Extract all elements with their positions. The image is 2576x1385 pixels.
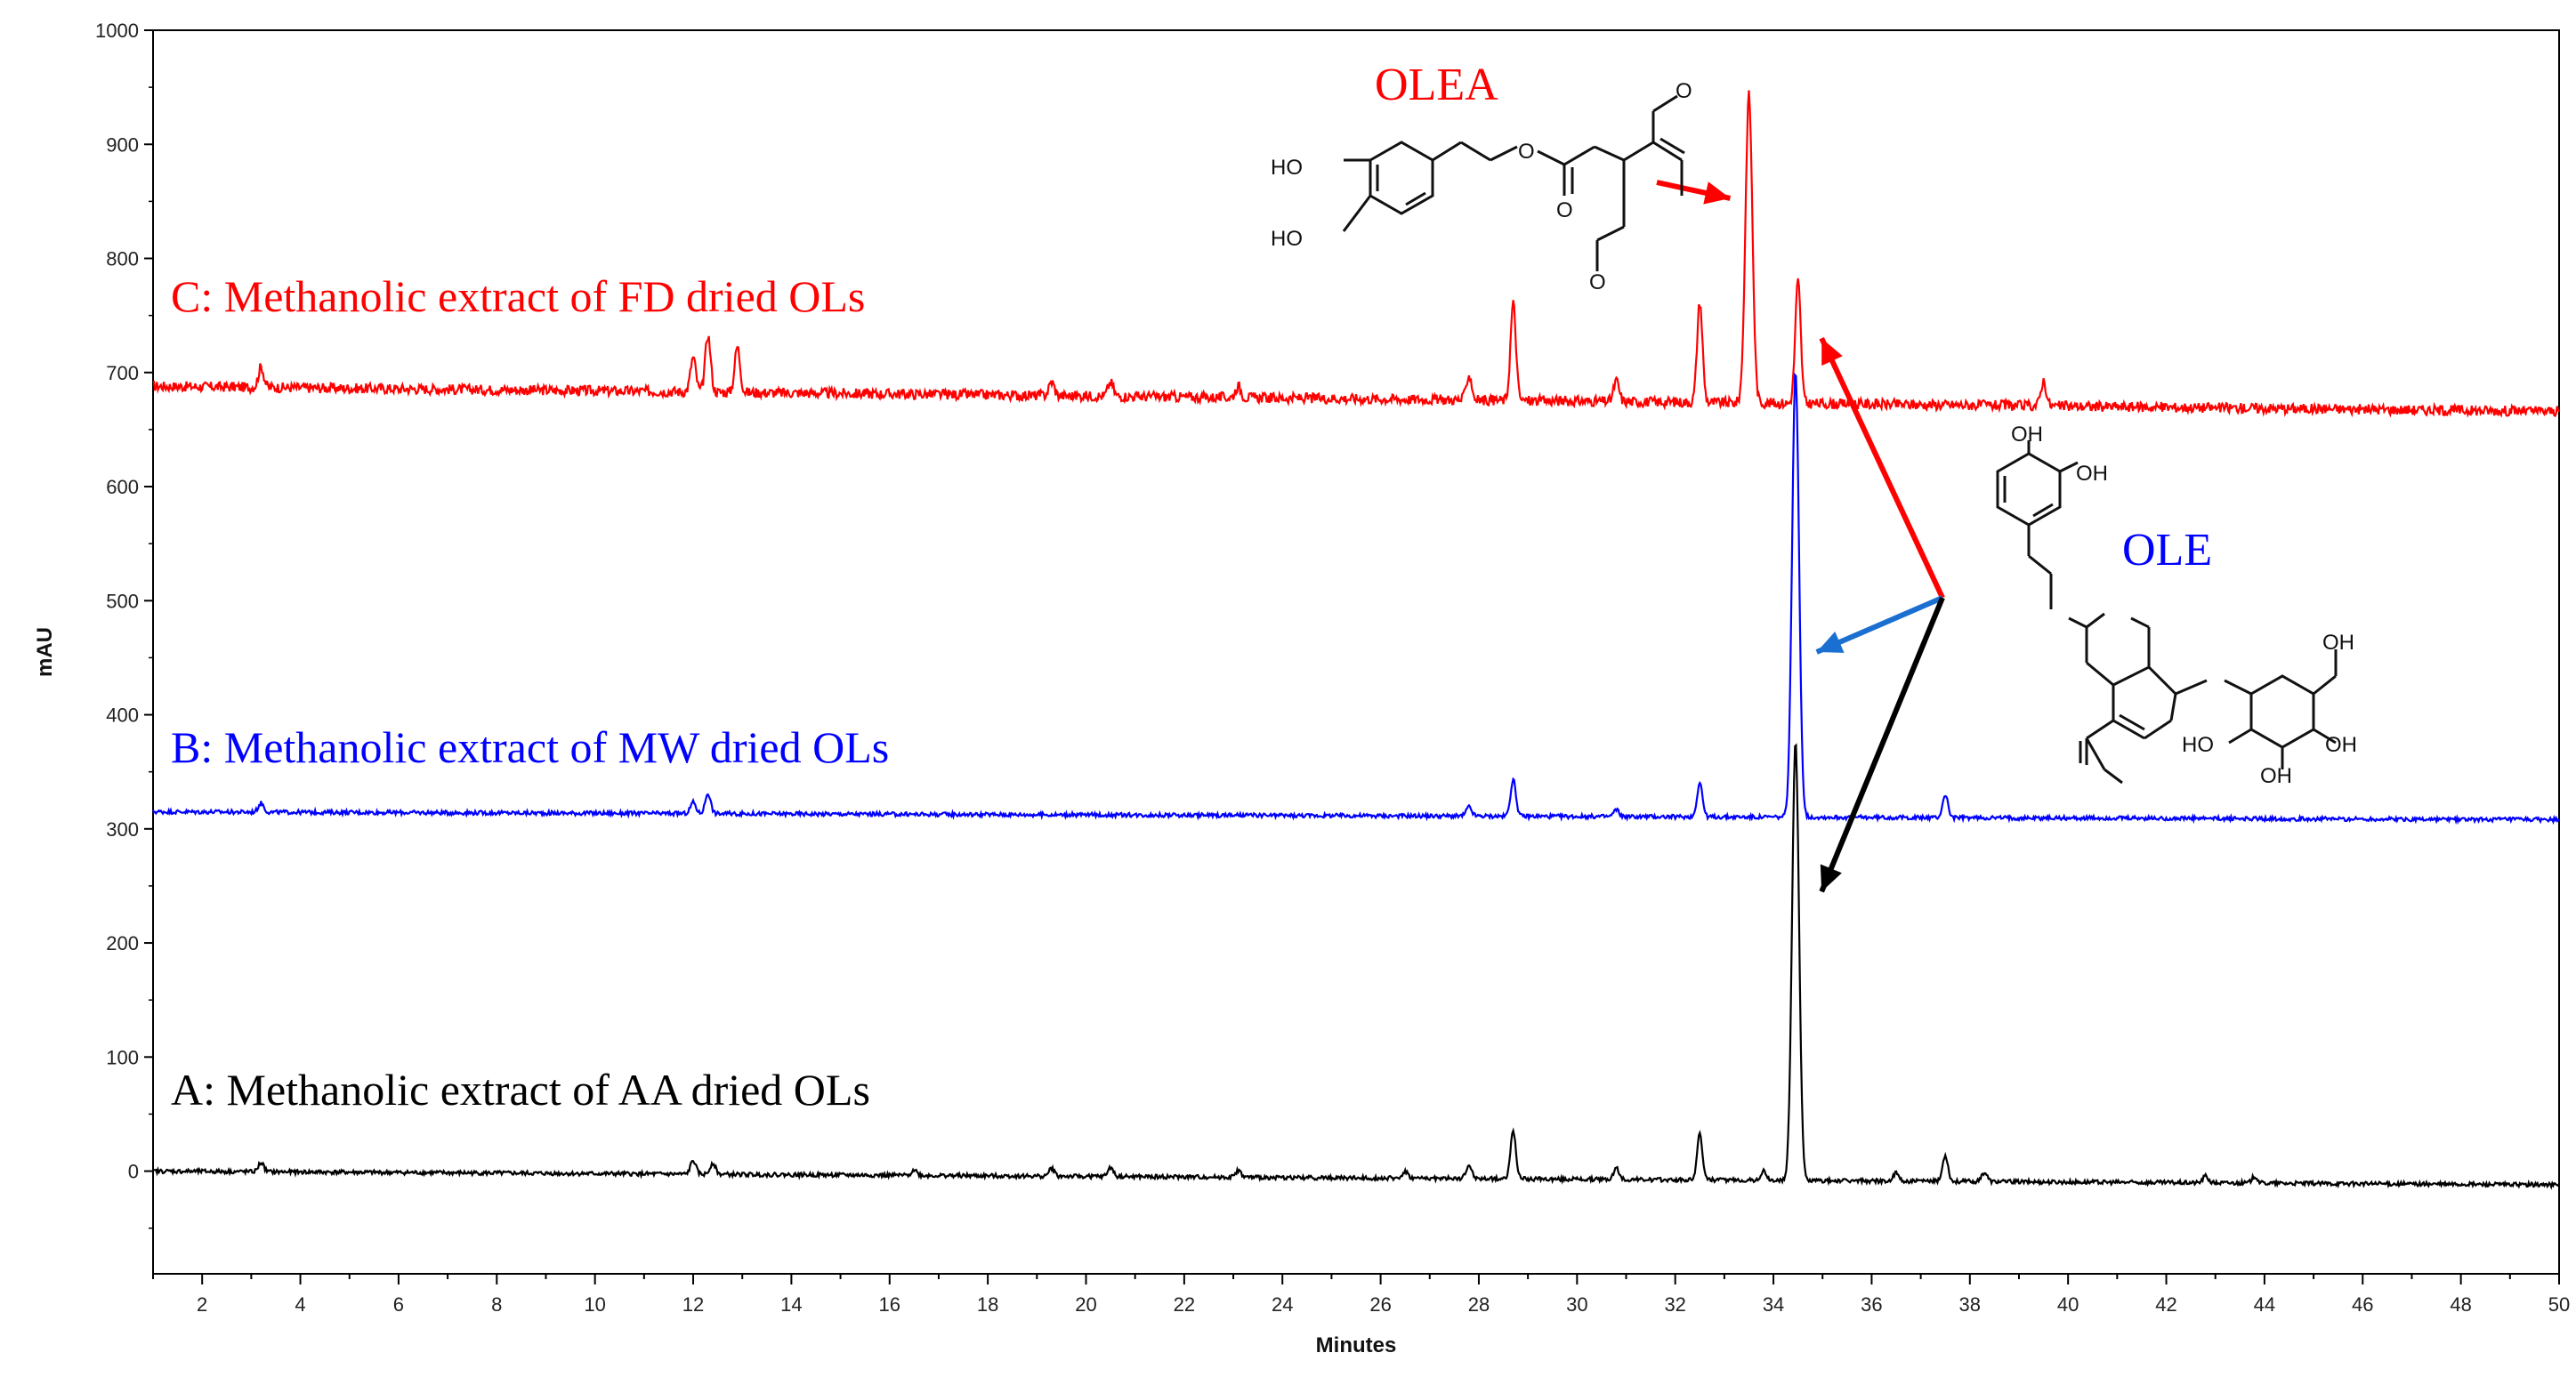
- y-tick-label: 300: [106, 818, 139, 841]
- chromatogram-traces: [151, 90, 2560, 1190]
- ole-label: OLE: [2122, 525, 2212, 576]
- x-tick-label: 20: [1075, 1293, 1096, 1316]
- x-tick-label: 34: [1763, 1293, 1784, 1316]
- y-tick-label: 200: [106, 932, 139, 954]
- y-axis-ticks: 0 100 200 300 400 500 600 700 800 900 1000: [95, 20, 153, 1229]
- x-tick-label: 8: [491, 1293, 502, 1316]
- y-tick-label: 0: [128, 1161, 139, 1183]
- series-line-c: [152, 90, 2560, 418]
- x-tick-label: 48: [2450, 1293, 2471, 1316]
- x-tick-label: 28: [1468, 1293, 1490, 1316]
- ole-arrow-2-head: [1820, 864, 1842, 892]
- annotation-arrows: [1656, 180, 1945, 893]
- x-tick-label: 16: [879, 1293, 900, 1316]
- ole-oh-top-right: OH: [2076, 462, 2108, 486]
- olea-o-aldehyde-top: O: [1676, 79, 1692, 103]
- x-tick-label: 46: [2352, 1293, 2373, 1316]
- trace-label-b: B: Methanolic extract of MW dried OLs: [171, 722, 889, 772]
- y-tick-label: 700: [106, 362, 139, 384]
- x-tick-label: 42: [2155, 1293, 2176, 1316]
- y-tick-label: 900: [106, 133, 139, 156]
- x-tick-label: 26: [1369, 1293, 1391, 1316]
- x-tick-label: 4: [295, 1293, 305, 1316]
- x-axis-ticks: 2 4 6 8 10 12 14 16 18 20 22 24 26 28 30 32 34 36 38 40 42 44…: [152, 1274, 2570, 1316]
- olea-structure-labels: HO HO O O O O: [1271, 79, 1692, 294]
- olea-ho-bottom: HO: [1271, 227, 1303, 251]
- x-tick-label: 30: [1566, 1293, 1587, 1316]
- x-tick-label: 18: [977, 1293, 998, 1316]
- trace-label-c: C: Methanolic extract of FD dried OLs: [171, 271, 865, 321]
- ole-oh-sugar-bottom: OH: [2260, 764, 2292, 788]
- x-tick-label: 40: [2057, 1293, 2079, 1316]
- x-tick-label: 24: [1272, 1293, 1293, 1316]
- series-line-a: [152, 743, 2560, 1190]
- x-tick-label: 12: [682, 1293, 704, 1316]
- ole-oh-top-left: OH: [2011, 423, 2043, 447]
- ole-arrow-1-head: [1816, 631, 1845, 653]
- y-tick-label: 600: [106, 476, 139, 498]
- olea-o-aldehyde-bottom: O: [1589, 270, 1606, 294]
- olea-o-ester: O: [1518, 140, 1535, 164]
- x-tick-label: 50: [2548, 1293, 2570, 1316]
- ole-arrow-0: [1819, 337, 1945, 600]
- trace-label-a: A: Methanolic extract of AA dried OLs: [171, 1065, 870, 1115]
- y-tick-label: 100: [106, 1046, 139, 1068]
- x-tick-label: 2: [197, 1293, 207, 1316]
- olea-o-carbonyl: O: [1556, 198, 1573, 222]
- ole-arrow-2: [1819, 596, 1945, 893]
- x-tick-label: 32: [1664, 1293, 1685, 1316]
- x-axis-title: Minutes: [1316, 1333, 1397, 1357]
- ole-oh-sugar-right: OH: [2325, 733, 2357, 757]
- x-tick-label: 6: [393, 1293, 404, 1316]
- ole-arrow-0-head: [1821, 338, 1843, 366]
- y-tick-label: 500: [106, 590, 139, 612]
- x-tick-label: 14: [780, 1293, 802, 1316]
- x-tick-label: 10: [584, 1293, 605, 1316]
- olea-structure-drawing: [1342, 94, 1685, 271]
- ole-structure-drawing: [1996, 440, 2338, 785]
- olea-ho-top: HO: [1271, 156, 1303, 180]
- ole-ho-sugar-left: HO: [2182, 733, 2214, 757]
- y-tick-label: 800: [106, 248, 139, 270]
- olea-arrow-head: [1703, 181, 1731, 205]
- ole-oh-sugar-ch2: OH: [2322, 631, 2354, 655]
- x-tick-label: 36: [1861, 1293, 1882, 1316]
- x-tick-label: 22: [1174, 1293, 1195, 1316]
- ole-structure-labels: OH OH OH OH HO OH OH: [2011, 423, 2357, 788]
- y-axis-title: mAU: [33, 627, 57, 677]
- y-tick-label: 1000: [95, 20, 139, 42]
- series-line-b: [151, 372, 2560, 825]
- olea-label: OLEA: [1375, 60, 1498, 110]
- x-tick-label: 38: [1959, 1293, 1981, 1316]
- x-tick-label: 44: [2254, 1293, 2275, 1316]
- y-tick-label: 400: [106, 705, 139, 727]
- plot-frame: [152, 29, 2560, 1275]
